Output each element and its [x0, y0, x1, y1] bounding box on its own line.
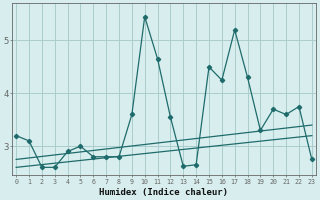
X-axis label: Humidex (Indice chaleur): Humidex (Indice chaleur) — [100, 188, 228, 197]
